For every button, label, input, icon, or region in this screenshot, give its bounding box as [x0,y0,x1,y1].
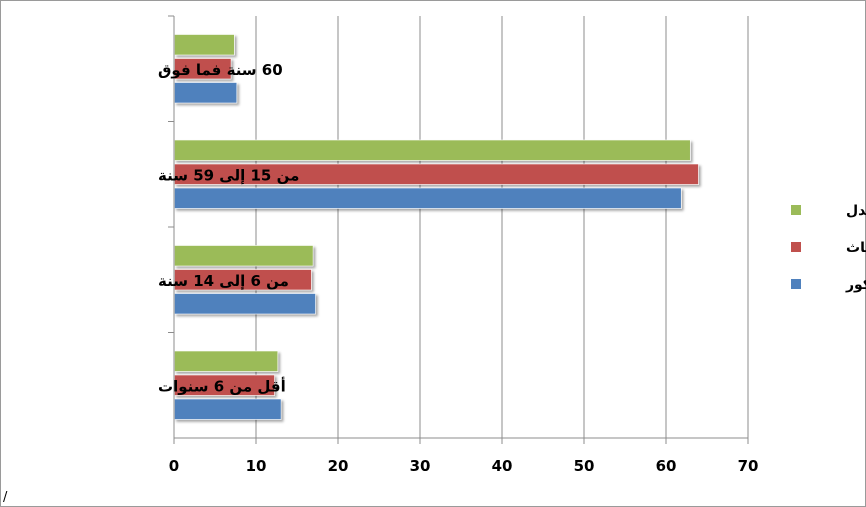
legend-label-1: الإناث [846,240,866,256]
bar-0-2 [174,187,682,209]
legend-swatch-0 [791,205,801,215]
stray-mark: / [3,490,8,505]
category-labels: أقل من 6 سنوات من 6 إلى 14 سنة من 15 إلى 5… [158,61,299,396]
category-label-1: من 6 إلى 14 سنة [158,272,289,290]
bar-2-0 [174,350,279,372]
x-tick-label-20: 20 [328,457,349,475]
bar-0-3 [174,82,238,104]
bar-2-1 [174,245,314,267]
bar-2-2 [174,139,691,161]
category-label-3: 60 سنة فما فوق [158,61,283,79]
x-tick-label-30: 30 [410,457,431,475]
x-tick-labels: 0 10 20 30 40 50 60 70 [169,457,759,475]
bar-0-1 [174,293,316,315]
legend-label-0: المعدل [846,203,866,219]
bar-2-3 [174,34,235,56]
bars [174,34,699,420]
bar-0-0 [174,398,282,420]
x-tick-label-10: 10 [246,457,267,475]
legend-label-2: الذكور [845,277,866,293]
gridlines [255,16,749,438]
category-label-2: من 15 إلى 59 سنة [158,166,299,184]
x-tick-label-50: 50 [574,457,595,475]
legend-swatch-1 [791,242,801,252]
category-label-0: أقل من 6 سنوات [158,376,286,395]
x-tick-label-40: 40 [492,457,513,475]
axes [168,15,749,444]
legend-swatch-2 [791,279,801,289]
x-tick-label-0: 0 [169,457,179,475]
x-tick-label-60: 60 [656,457,677,475]
legend: المعدل الإناث الذكور [791,203,866,293]
x-tick-label-70: 70 [738,457,759,475]
